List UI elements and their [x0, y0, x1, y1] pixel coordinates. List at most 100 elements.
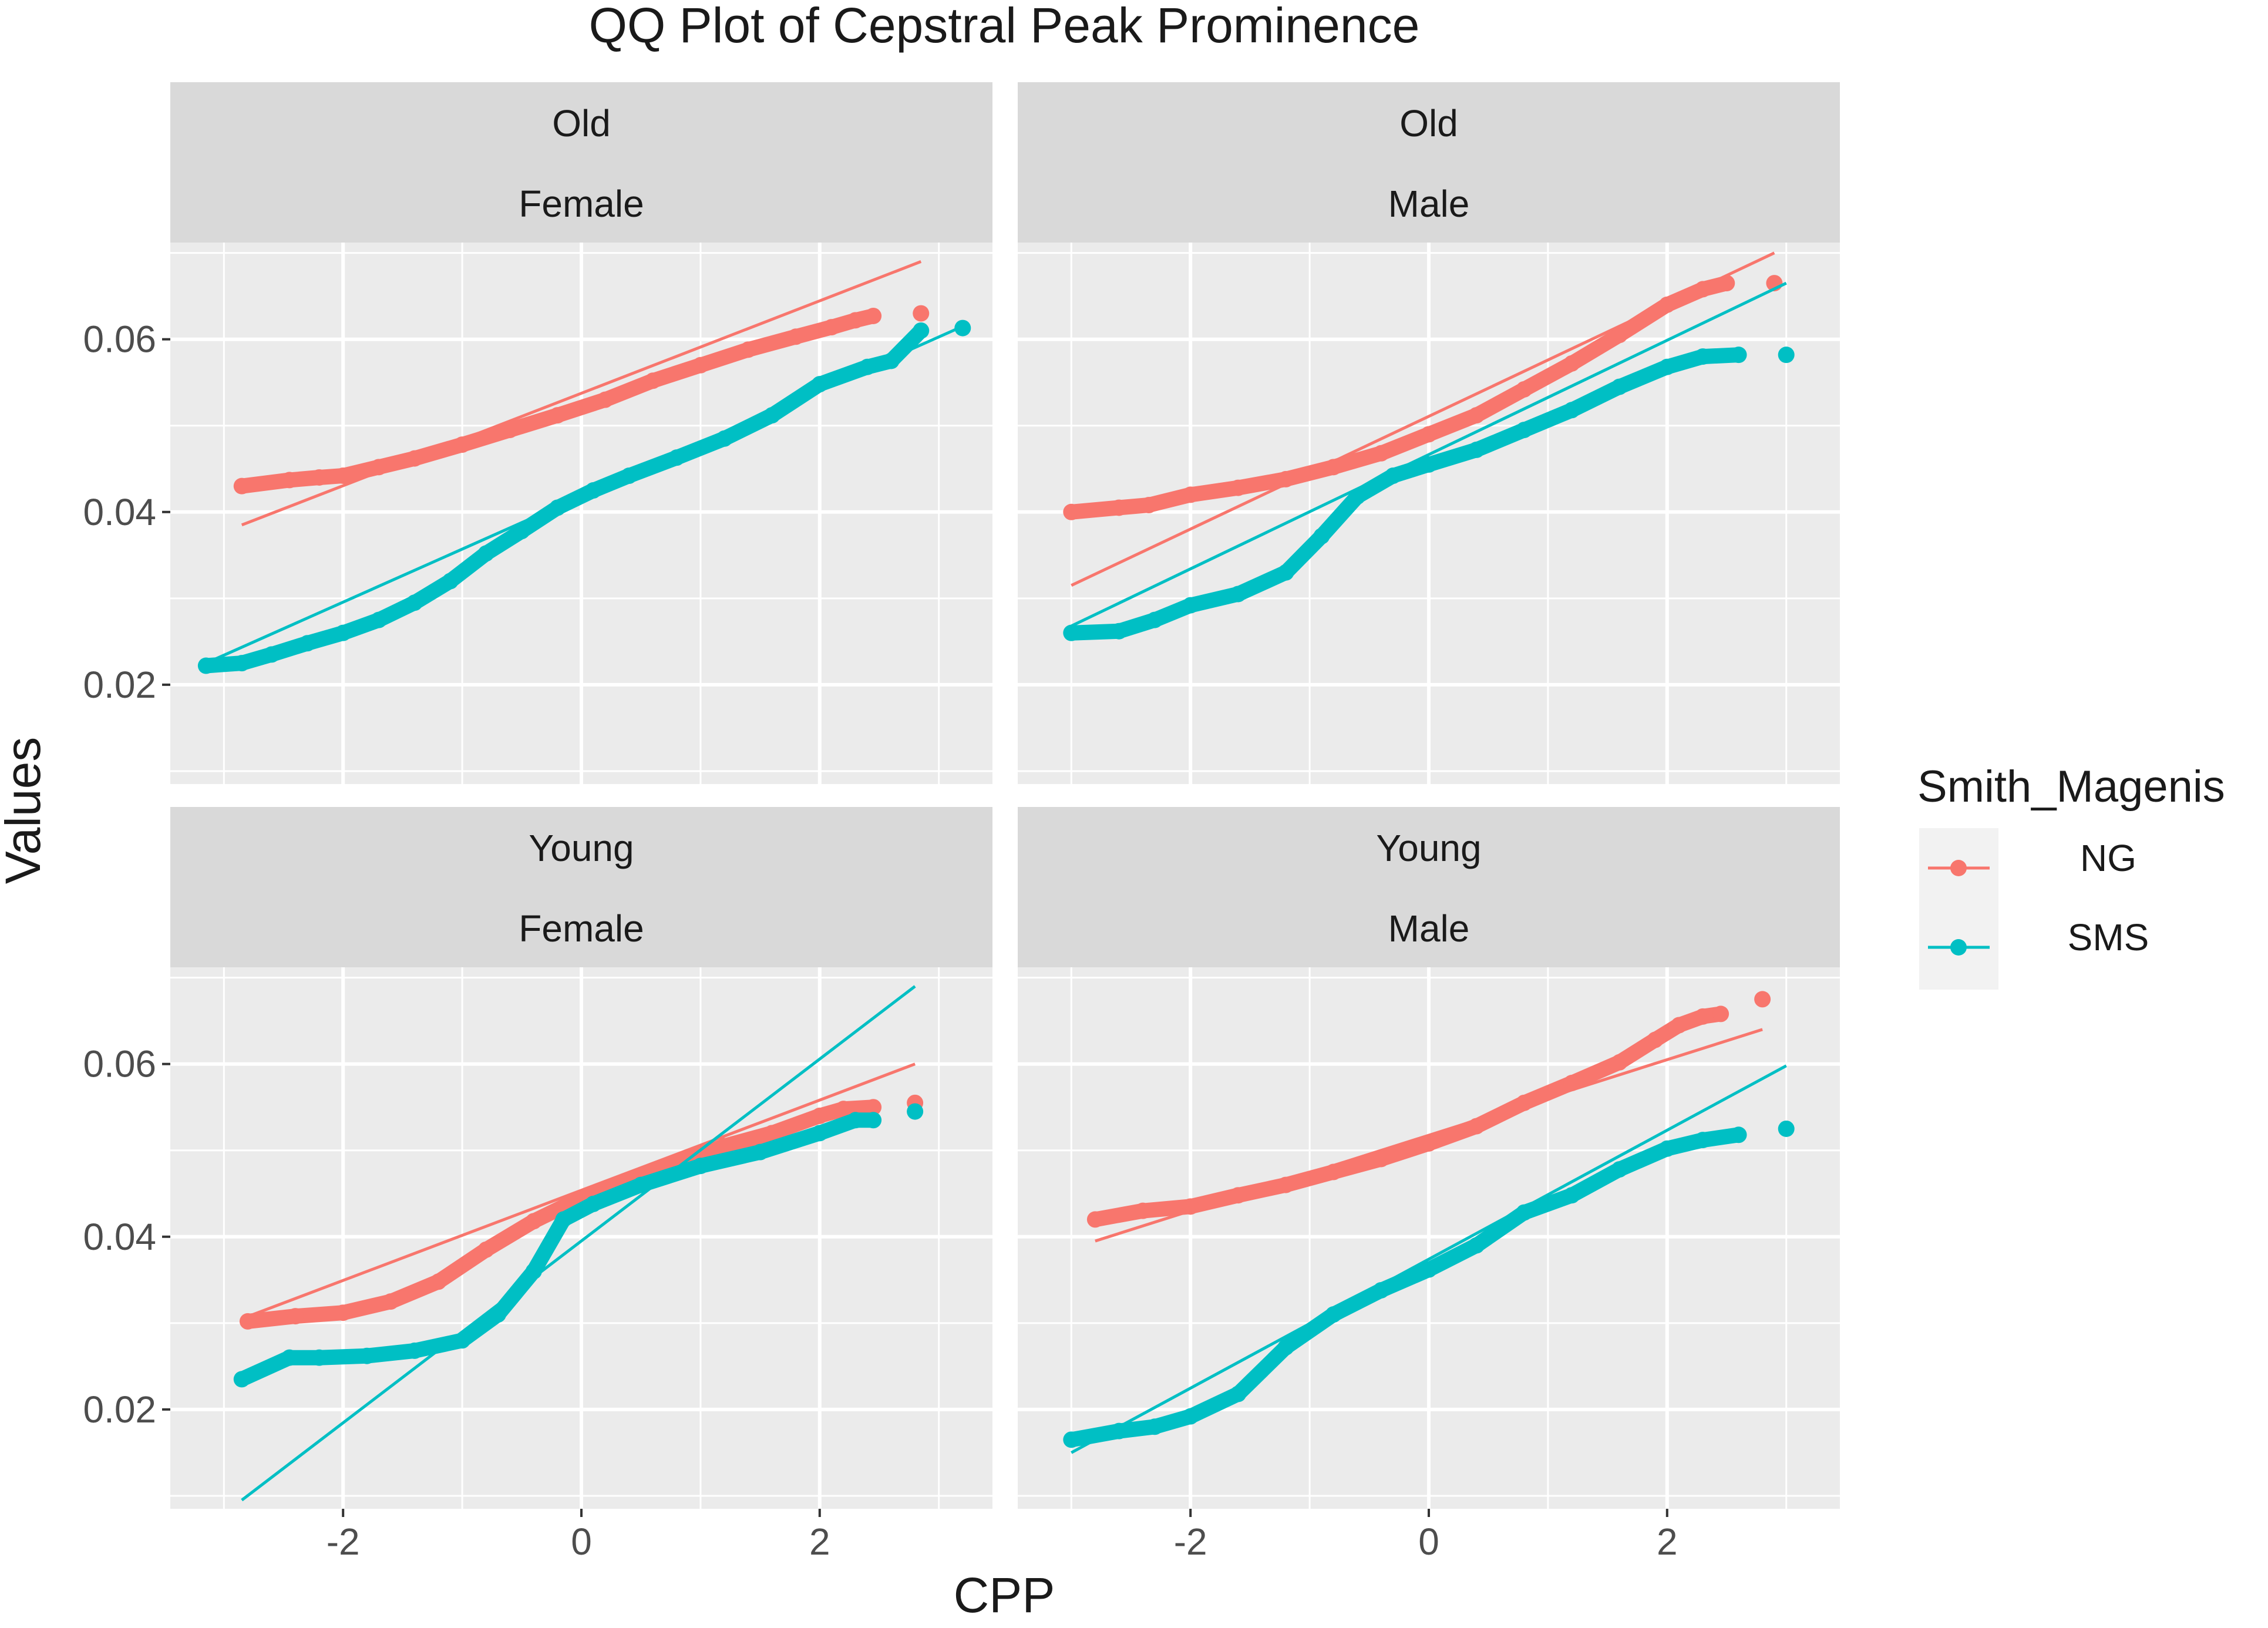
sample-quantile-band-sms	[234, 1112, 881, 1387]
data-point-ng	[913, 305, 930, 322]
legend-label-ng: NG	[2080, 837, 2136, 879]
x-tick-label: 0	[571, 1521, 592, 1563]
data-point-ng	[1647, 1031, 1664, 1048]
facet-strip-label: Male	[1388, 907, 1470, 950]
x-axis-title: CPP	[954, 1568, 1055, 1623]
data-point-ng	[1563, 1075, 1580, 1092]
data-point-ng	[335, 467, 352, 485]
data-point-sms	[1468, 441, 1485, 458]
facet-strip-old-female	[170, 82, 992, 243]
data-point-sms	[1611, 378, 1628, 395]
data-point-ng	[1658, 296, 1675, 313]
data-point-sms	[1372, 1281, 1389, 1299]
data-point-sms	[1563, 1187, 1580, 1204]
data-point-ng	[454, 436, 471, 453]
data-point-ng	[1712, 1005, 1729, 1022]
data-point-sms	[1658, 358, 1675, 375]
data-point-ng	[525, 1213, 542, 1230]
data-point-ng	[1516, 381, 1533, 398]
facet-strip-label: Female	[519, 907, 644, 950]
x-axis-label: CPP	[954, 1568, 1055, 1623]
legend-keys	[1928, 860, 1990, 956]
data-point-sms	[1730, 1126, 1747, 1143]
data-point-sms	[1146, 611, 1163, 628]
data-point-ng	[823, 319, 840, 336]
data-point-sms	[1694, 1132, 1711, 1149]
data-point-sms	[865, 1112, 882, 1129]
legend: Smith_Magenis NG SMS	[1917, 762, 2225, 990]
data-point-ng	[811, 1107, 828, 1124]
data-point-ng	[1182, 486, 1199, 503]
data-point-sms	[1730, 347, 1747, 364]
data-point-sms	[1468, 1237, 1485, 1254]
data-point-sms	[585, 482, 602, 499]
data-point-ng	[835, 1101, 852, 1118]
data-point-sms	[1611, 1161, 1628, 1178]
data-point-ng	[597, 391, 614, 408]
data-point-ng	[692, 356, 709, 374]
x-tick-label: 2	[1657, 1521, 1678, 1563]
data-point-ng	[1277, 470, 1294, 487]
data-point-sms	[371, 611, 388, 628]
y-axis-title: Values	[0, 737, 51, 884]
facet-strip-young-male	[1018, 807, 1840, 967]
data-point-sms	[1063, 624, 1080, 641]
data-point-sms	[1658, 1140, 1675, 1157]
facet-strip-label: Female	[519, 183, 644, 225]
data-point-sms	[1182, 1408, 1199, 1425]
x-tick-label: -2	[1174, 1521, 1207, 1563]
data-point-sms	[907, 1103, 924, 1120]
data-point-sms	[1277, 1339, 1294, 1356]
data-point-ng	[788, 328, 805, 345]
data-point-ng	[1563, 355, 1580, 372]
data-point-ng	[1611, 1054, 1628, 1071]
data-point-sms	[811, 376, 828, 393]
data-point-ng	[1140, 497, 1157, 514]
data-point-ng	[1421, 1135, 1437, 1152]
data-point-sms	[811, 1125, 828, 1142]
y-tick-label: 0.04	[83, 1216, 156, 1258]
data-point-sms	[1421, 456, 1437, 473]
y-axis-label: Values	[0, 737, 51, 884]
data-point-ng	[865, 307, 882, 324]
data-point-ng	[239, 1313, 256, 1330]
data-point-ng	[1230, 479, 1247, 496]
data-point-ng	[1230, 1187, 1247, 1204]
data-point-sms	[752, 1143, 769, 1161]
data-point-sms	[1063, 1431, 1080, 1448]
data-point-sms	[263, 646, 280, 663]
data-point-sms	[847, 1112, 864, 1129]
data-point-ng	[1111, 499, 1128, 516]
data-point-sms	[1111, 623, 1128, 640]
data-point-sms	[1778, 347, 1795, 364]
data-point-sms	[763, 407, 780, 424]
data-point-ng	[1325, 459, 1342, 476]
data-point-ng	[763, 1125, 780, 1142]
data-point-sms	[716, 430, 733, 447]
data-point-sms	[233, 655, 250, 672]
data-point-sms	[954, 319, 971, 337]
x-tick-label: 0	[1418, 1521, 1439, 1563]
data-point-sms	[692, 1158, 709, 1175]
data-point-sms	[406, 1342, 423, 1359]
data-point-sms	[1385, 467, 1402, 485]
y-tick-label: 0.06	[83, 1043, 156, 1085]
data-point-sms	[1516, 1204, 1533, 1221]
data-point-sms	[513, 523, 530, 540]
data-point-ng	[287, 1308, 304, 1325]
sample-quantile-band-sms	[1064, 1127, 1747, 1448]
legend-key-background	[1919, 828, 1998, 990]
data-point-sms	[883, 352, 900, 369]
data-point-ng	[371, 459, 388, 476]
data-point-sms	[1277, 564, 1294, 581]
data-point-sms	[632, 1176, 650, 1193]
data-point-sms	[555, 1211, 572, 1228]
data-point-sms	[1563, 402, 1580, 419]
facet-panels: Old Female 0.02 0.04 0.06 Old Male Young Female 0…	[83, 82, 1840, 1563]
data-point-ng	[1754, 991, 1771, 1008]
data-point-sms	[525, 1263, 542, 1280]
qq-reference-line-sms	[1071, 1064, 1787, 1454]
data-point-sms	[335, 624, 352, 641]
data-point-ng	[847, 312, 864, 329]
